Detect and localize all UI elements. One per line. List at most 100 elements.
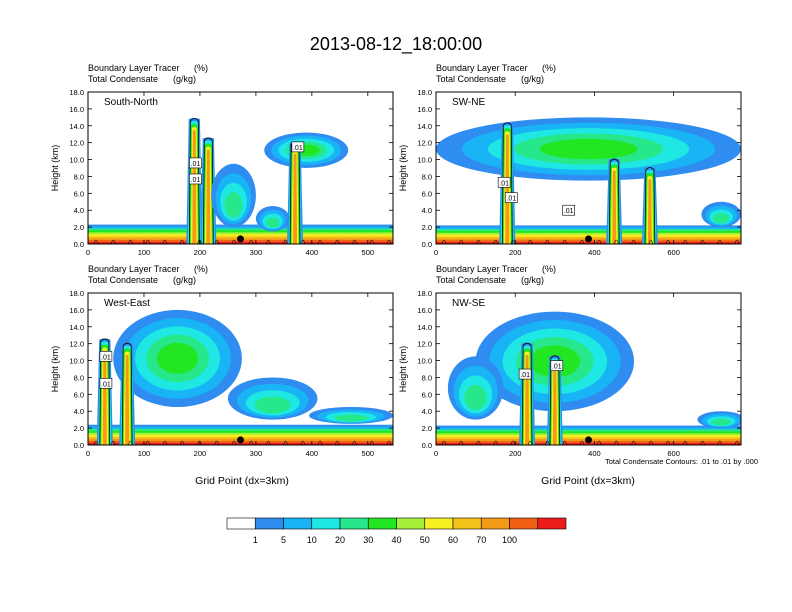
x-tick-label: 300: [250, 248, 263, 257]
surface-contour: [631, 239, 636, 244]
x-tick-label: 0: [86, 449, 90, 458]
surface-contour: [562, 239, 567, 244]
surface-contour: [248, 239, 254, 244]
y-tick-label: 6.0: [74, 390, 84, 399]
contour-label: .01: [552, 364, 562, 371]
y-tick-label: 10.0: [417, 156, 432, 165]
surface-contour: [283, 239, 288, 244]
subtitle-condensate-unit: (g/kg): [521, 74, 544, 84]
contour-label-box: [189, 157, 202, 169]
y-tick-label: 16.0: [417, 105, 432, 114]
surface-contour: [317, 440, 323, 445]
y-tick-label: 18.0: [417, 88, 432, 97]
panel-frame-2: [87, 292, 394, 446]
condensate-contour: [202, 137, 214, 244]
colorbar-box-11: [537, 517, 567, 530]
colorbar-box-10: [509, 517, 539, 530]
location-marker: [237, 436, 244, 444]
colorbar-label-1: 5: [281, 535, 286, 545]
surface-contour: [700, 239, 705, 244]
y-tick-label: 14.0: [69, 122, 84, 131]
panel-label-2: West-East: [104, 298, 150, 309]
x-tick-label: 0: [434, 449, 438, 458]
contour-label: .01: [191, 161, 201, 168]
xlabel-bottom-right: Grid Point (dx=3km): [541, 475, 635, 487]
surface-layer: [436, 443, 741, 445]
contour-label-box: [562, 204, 575, 216]
contour-label-box: [504, 192, 518, 203]
surface-contour: [441, 440, 447, 445]
colorbar-box-9: [480, 517, 510, 530]
surface-contour: [545, 239, 550, 244]
y-tick-label: 16.0: [69, 105, 84, 114]
x-tick-label: 200: [194, 449, 207, 458]
subtitle-tracer-unit: (%): [542, 63, 556, 73]
x-tick-label: 300: [250, 449, 263, 458]
subtitle-condensate: Total Condensate: [436, 275, 506, 285]
tower-layer: [125, 354, 130, 445]
contour-label: .01: [293, 145, 303, 152]
subtitle-tracer: Boundary Layer Tracer: [88, 264, 180, 274]
y-tick-label: 12.0: [69, 139, 84, 148]
y-tick-label: 18.0: [69, 88, 84, 97]
tower-layer: [293, 153, 298, 244]
colorbar-box-8: [452, 517, 482, 530]
colorbar-label-2: 10: [307, 535, 317, 545]
contour-label: .01: [506, 196, 516, 203]
colorbar-label-9: 100: [502, 535, 517, 545]
surface-contour: [162, 440, 168, 445]
plot-area-1: .01 .01 .01: [436, 117, 741, 244]
panels-group: .01 .01 .01 0.0 2.0 4.0 6.0 8.0 10.0 12.0 14.0 16.0…: [50, 63, 742, 458]
y-tick-label: 2.0: [74, 424, 84, 433]
y-tick-label: 4.0: [422, 206, 432, 215]
colorbar-box-5: [367, 517, 397, 530]
ylabel-3: Height (km): [398, 346, 408, 393]
panel-frame-3: [435, 292, 742, 446]
x-tick-label: 100: [138, 449, 151, 458]
surface-contour: [197, 440, 202, 445]
ylabel-1: Height (km): [398, 145, 408, 192]
panel-2: .01 .01 0.0 2.0 4.0 6.0 8.0 10.0 12.0 14.0 16.0 18.…: [50, 264, 394, 458]
subtitle-tracer-unit: (%): [194, 63, 208, 73]
surface-contour: [579, 239, 585, 244]
condensate-contour: [521, 342, 533, 445]
surface-contour: [214, 440, 219, 445]
plot-area-0: .01 .01 .01: [88, 118, 393, 244]
plot-area-2: .01 .01: [88, 309, 393, 445]
surface-contour: [231, 440, 237, 445]
condensate-contour: [608, 158, 620, 244]
x-tick-label: 600: [667, 248, 680, 257]
contour-label: .01: [191, 177, 201, 184]
colorbar-box-2: [283, 517, 313, 530]
plume-layer: [711, 418, 731, 426]
surface-contour: [335, 440, 340, 445]
panel-label-1: SW-NE: [452, 97, 485, 108]
surface-contour: [300, 239, 306, 244]
colorbar-box-1: [254, 517, 284, 530]
colorbar-label-3: 20: [335, 535, 345, 545]
x-tick-label: 0: [434, 248, 438, 257]
surface-contour: [317, 239, 323, 244]
anvil-layer: [156, 342, 199, 374]
y-tick-label: 14.0: [417, 122, 432, 131]
y-tick-label: 4.0: [74, 407, 84, 416]
surface-contour: [110, 239, 116, 244]
y-tick-label: 10.0: [417, 357, 432, 366]
surface-contour: [145, 440, 150, 445]
surface-contour: [248, 440, 254, 445]
surface-contour: [266, 440, 271, 445]
surface-contour: [527, 239, 533, 244]
surface-contour: [458, 239, 464, 244]
contour-label-box: [291, 141, 305, 153]
y-tick-label: 0.0: [74, 441, 84, 450]
surface-contour: [300, 440, 306, 445]
surface-contour: [665, 440, 671, 445]
tower-layer: [102, 350, 107, 445]
panel-frame-1: [435, 91, 742, 245]
contour-label: .01: [101, 381, 111, 388]
tower-layer: [647, 179, 652, 244]
colorbar-label-8: 70: [476, 535, 486, 545]
surface-contour: [717, 440, 723, 445]
y-tick-label: 18.0: [417, 289, 432, 298]
y-tick-label: 6.0: [422, 390, 432, 399]
